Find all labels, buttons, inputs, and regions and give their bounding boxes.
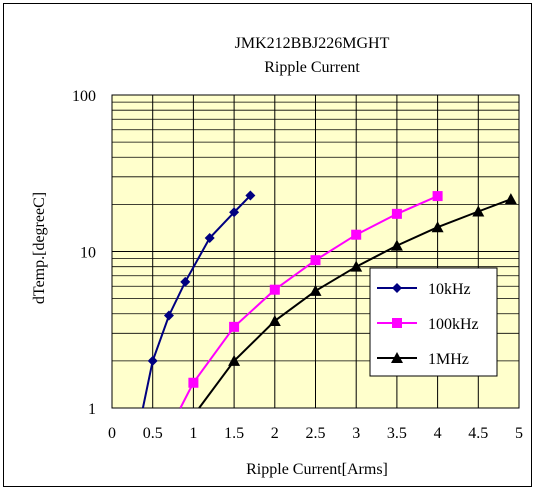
- x-tick-label: 2.5: [306, 425, 326, 442]
- x-tick-label: 4.5: [468, 425, 488, 442]
- data-point-100khz: [433, 191, 443, 201]
- x-tick-labels: 0 0.5 1 1.5 2 2.5 3 3.5 4 4.5 5: [108, 425, 523, 442]
- data-point-100khz: [351, 230, 361, 240]
- y-tick-label: 100: [72, 88, 96, 105]
- x-tick-label: 5: [515, 425, 523, 442]
- data-point-100khz: [188, 378, 198, 388]
- x-tick-label: 3.5: [387, 425, 407, 442]
- chart-subtitle: Ripple Current: [264, 59, 360, 76]
- x-tick-label: 1.5: [224, 425, 244, 442]
- legend-marker-100khz: [392, 318, 402, 328]
- x-tick-label: 4: [434, 425, 442, 442]
- x-axis-label: Ripple Current[Arms]: [246, 461, 388, 478]
- data-point-100khz: [270, 285, 280, 295]
- legend-label-10khz: 10kHz: [428, 281, 471, 298]
- y-tick-label: 1: [88, 401, 96, 418]
- x-tick-label: 2: [271, 425, 279, 442]
- y-tick-labels: 1 10 100: [72, 88, 96, 418]
- x-tick-label: 1: [189, 425, 197, 442]
- legend-label-1mhz: 1MHz: [428, 351, 469, 368]
- chart-title: JMK212BBJ226MGHT: [235, 35, 390, 52]
- x-tick-label: 3: [352, 425, 360, 442]
- y-axis-label: dTemp.[degreeC]: [31, 192, 48, 304]
- x-tick-label: 0.5: [143, 425, 163, 442]
- x-tick-label: 0: [108, 425, 116, 442]
- y-tick-label: 10: [80, 245, 96, 262]
- data-point-100khz: [392, 209, 402, 219]
- legend-label-100khz: 100kHz: [428, 316, 479, 333]
- data-point-100khz: [311, 255, 321, 265]
- data-point-100khz: [229, 322, 239, 332]
- legend: 10kHz 100kHz 1MHz: [370, 268, 497, 376]
